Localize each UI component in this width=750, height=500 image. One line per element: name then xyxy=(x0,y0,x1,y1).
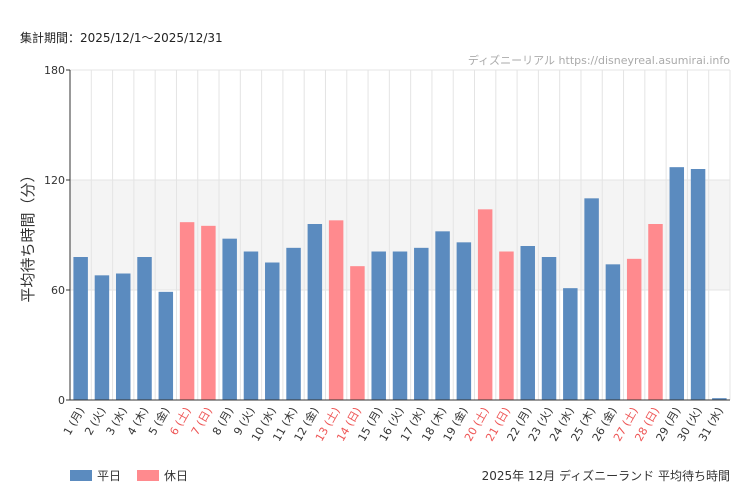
bar-16 xyxy=(392,251,408,400)
chart-title: 2025年 12月 ディズニーランド 平均待ち時間 xyxy=(481,469,730,483)
bar-27 xyxy=(626,258,642,400)
bar-23 xyxy=(541,257,557,400)
legend-swatch-holiday xyxy=(137,470,160,481)
bar-14 xyxy=(350,266,365,400)
bar-13 xyxy=(328,220,344,400)
legend-item-weekday: 平日 xyxy=(70,467,121,484)
bar-15 xyxy=(371,251,386,400)
legend: 平日 休日 xyxy=(70,467,188,484)
legend-label-holiday: 休日 xyxy=(164,469,189,483)
bar-1 xyxy=(73,257,88,400)
bar-20 xyxy=(477,209,493,400)
bar-30 xyxy=(690,169,706,400)
bar-19 xyxy=(456,242,472,400)
bar-28 xyxy=(648,224,663,400)
bar-11 xyxy=(286,247,301,400)
bar-2 xyxy=(94,275,110,400)
legend-label-weekday: 平日 xyxy=(97,469,122,483)
y-tick-label: 120 xyxy=(44,174,65,187)
bar-12 xyxy=(307,224,323,400)
bar-7 xyxy=(201,225,216,400)
bar-4 xyxy=(137,257,152,400)
watermark: ディズニーリアル https://disneyreal.asumirai.inf… xyxy=(468,53,730,67)
y-tick-label: 180 xyxy=(44,64,65,77)
bar-10 xyxy=(265,262,280,400)
bar-9 xyxy=(243,251,259,400)
bar-3 xyxy=(115,273,131,400)
y-tick-label: 0 xyxy=(58,394,65,407)
bar-25 xyxy=(584,198,599,400)
bar-24 xyxy=(563,288,578,400)
bar-29 xyxy=(669,167,685,400)
y-tick-label: 60 xyxy=(51,284,65,297)
bar-5 xyxy=(158,291,174,400)
bar-21 xyxy=(499,251,514,400)
bar-26 xyxy=(605,264,621,400)
bar-17 xyxy=(414,247,429,400)
legend-swatch-weekday xyxy=(70,470,92,481)
bar-22 xyxy=(520,246,535,400)
bar-18 xyxy=(435,231,450,400)
legend-item-holiday: 休日 xyxy=(137,467,188,484)
bar-6 xyxy=(179,222,195,400)
y-axis-label: 平均待ち時間（分） xyxy=(19,167,37,302)
bar-31 xyxy=(712,398,727,400)
period-label: 集計期間：2025/12/1～2025/12/31 xyxy=(20,31,223,45)
bar-8 xyxy=(222,238,237,400)
